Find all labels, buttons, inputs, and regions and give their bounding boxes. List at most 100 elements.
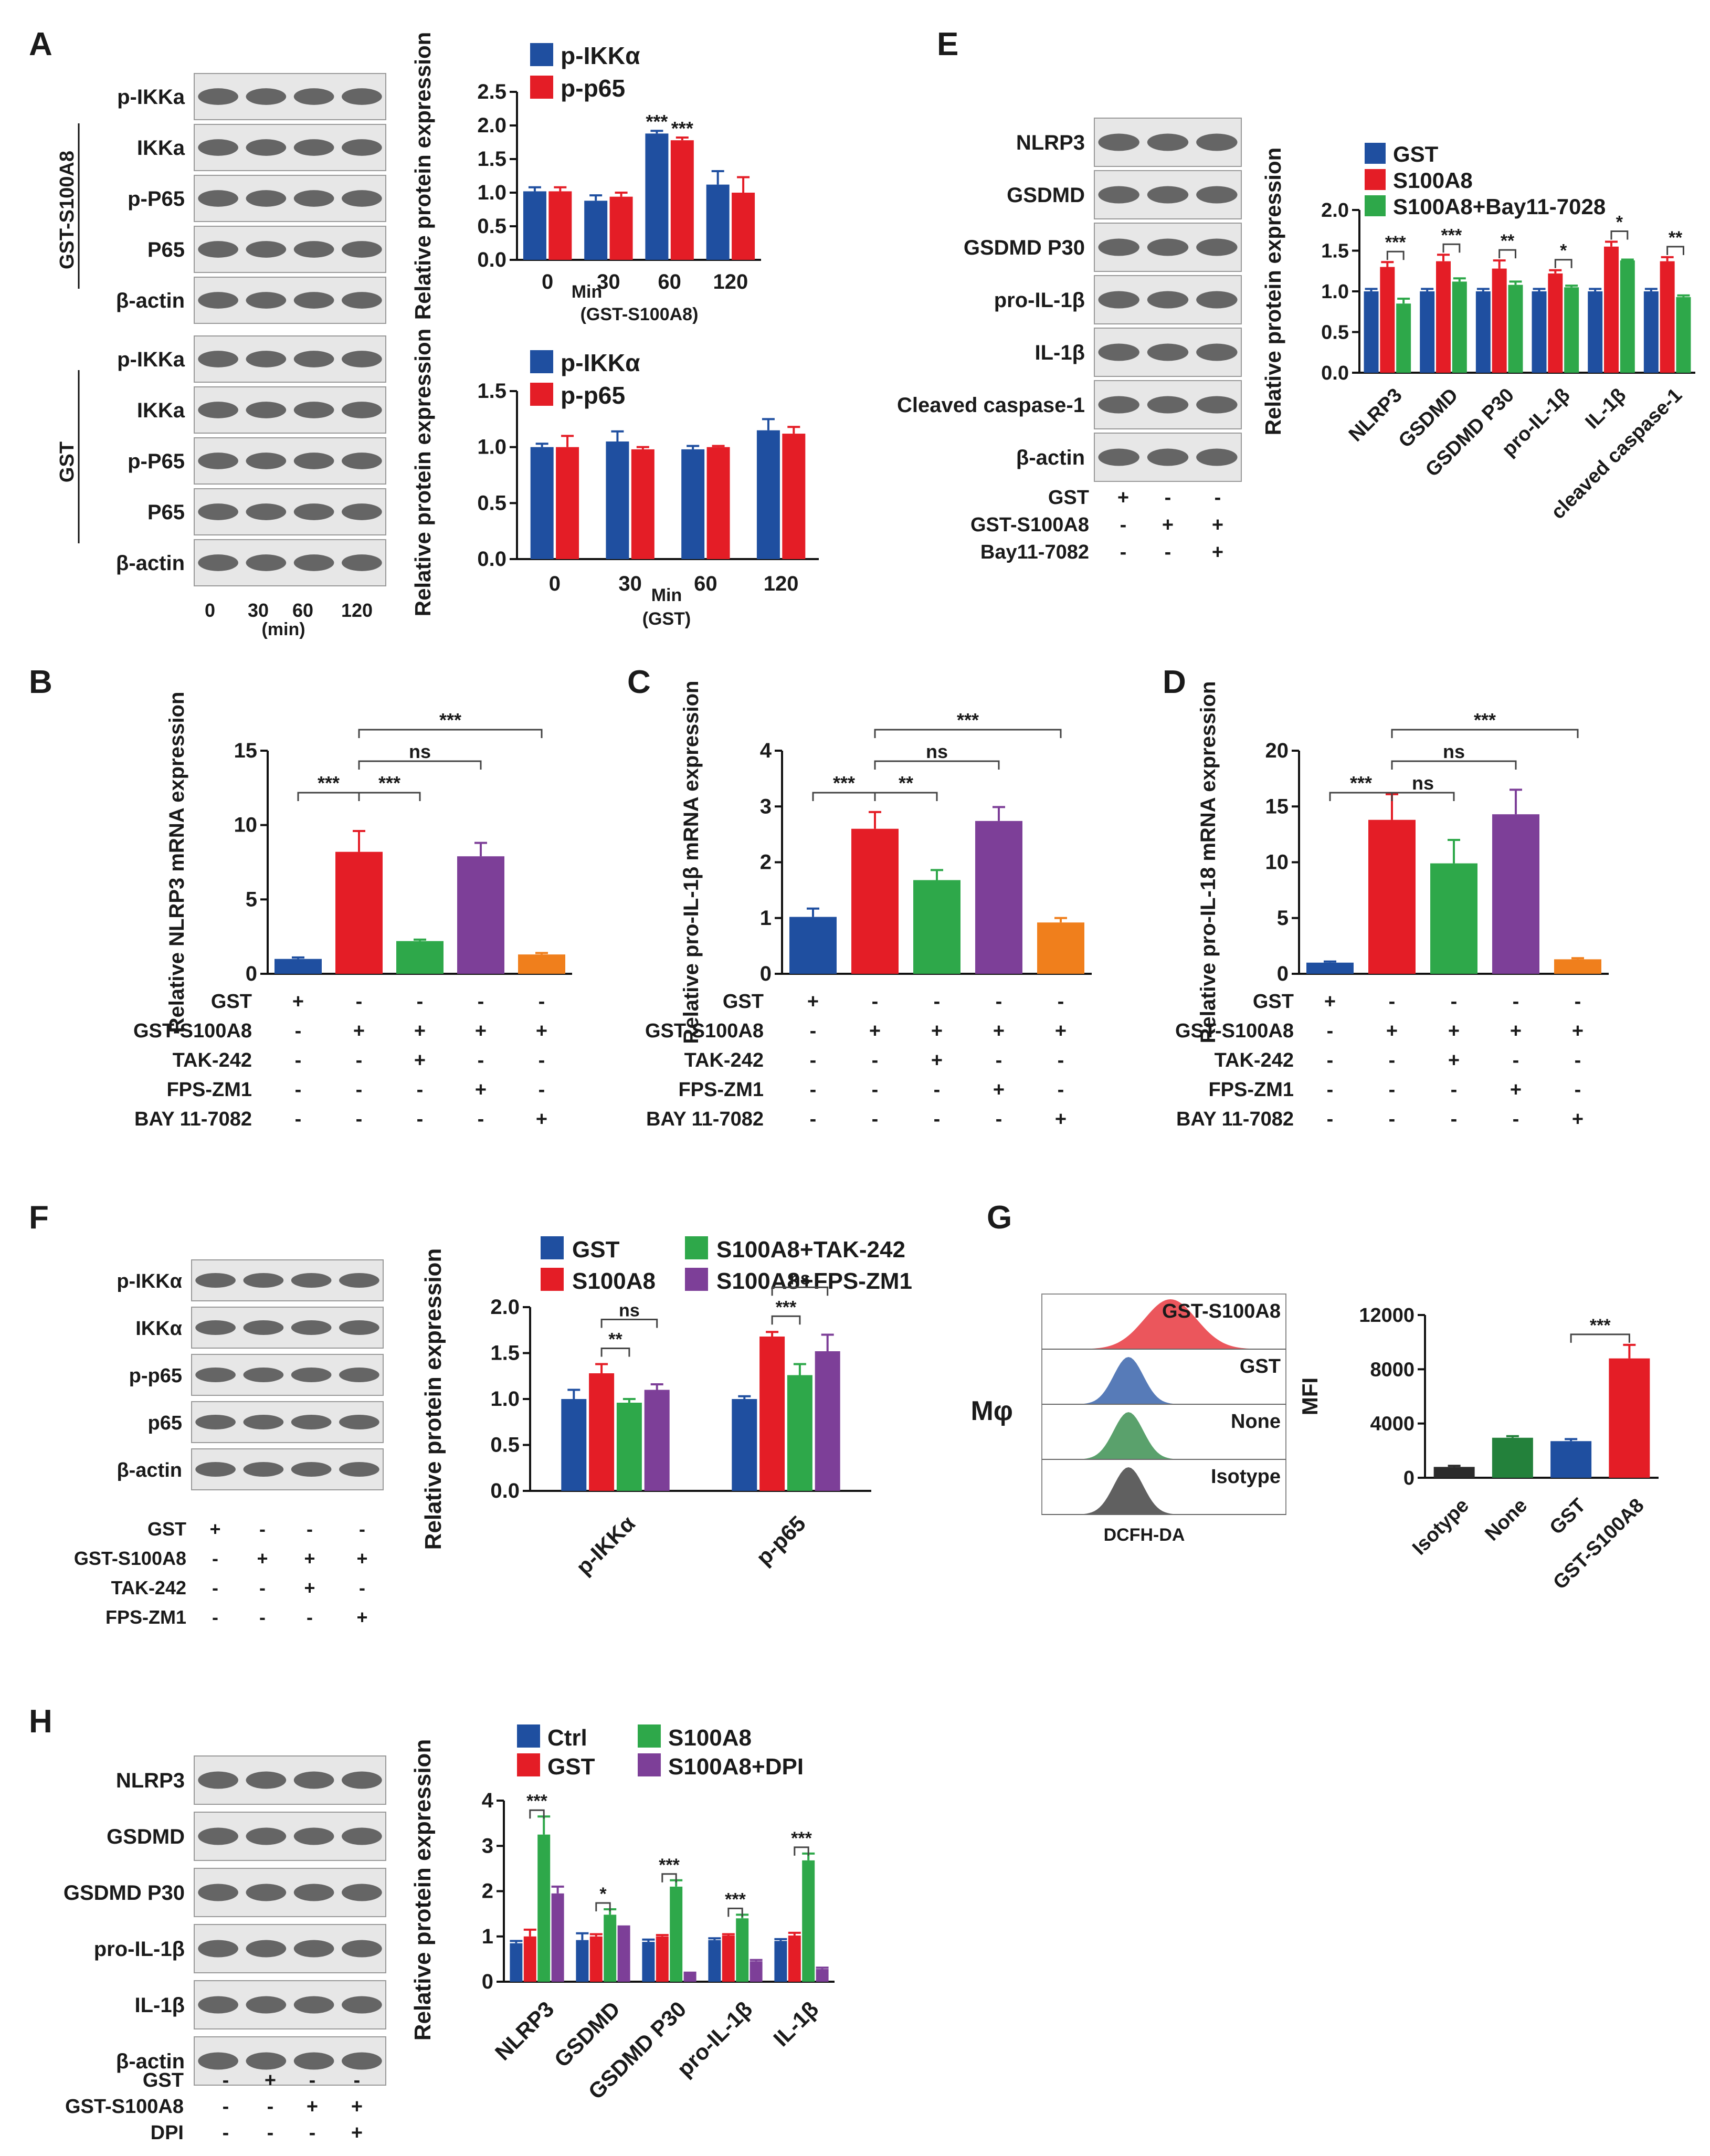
bar-p-IKK--2 (645, 133, 669, 260)
panelB-sign: - (478, 1049, 484, 1071)
panelE-band-1-lane-2 (1196, 186, 1238, 204)
bar-GST-5 (1643, 291, 1659, 373)
panelD-sign: - (1513, 1049, 1519, 1071)
panelH-sign: + (307, 2096, 318, 2118)
panelE-band-label: β-actin (1016, 446, 1085, 469)
y-tick-label: 1.0 (490, 1387, 520, 1411)
significance-bracket (874, 792, 938, 801)
panelA-top-band-1-lane-1 (246, 139, 287, 156)
legend-swatch-0 (541, 1236, 564, 1259)
y-tick-label: 2.0 (490, 1296, 520, 1319)
bar-S100A8-1 (604, 1915, 617, 1982)
panelE-band-3-lane-2 (1196, 291, 1238, 309)
significance-bracket-label: * (1616, 212, 1623, 232)
y-tick-label: 5 (246, 888, 257, 911)
panelA-bottom-band-2-lane-2 (293, 453, 334, 469)
y-tick-label: 0.5 (1321, 322, 1349, 344)
panelB-sign: + (292, 991, 304, 1013)
significance-bracket (1442, 243, 1461, 253)
y-tick-label: 0 (760, 962, 772, 985)
panelC-sign: - (810, 1049, 817, 1071)
panelA-top-band-1-lane-3 (342, 139, 382, 156)
panelF-band-label: p-IKKα (117, 1270, 182, 1292)
panelB-sign: - (539, 1079, 545, 1101)
legend-label-1: p-p65 (561, 75, 625, 102)
panelD-treatment-label: TAK-242 (1215, 1049, 1294, 1071)
legend-label-0: Ctrl (547, 1725, 587, 1751)
legend-swatch-1 (517, 1753, 540, 1776)
panelA-top-band-0-lane-1 (246, 88, 287, 105)
panelC-sign: + (869, 1020, 881, 1042)
panelB-treatment-label: GST (211, 991, 252, 1013)
panelD-sign: - (1389, 1079, 1396, 1101)
panelH-sign: - (267, 2096, 274, 2118)
bar-S100A8-DPI-2 (683, 1973, 696, 1982)
panelC-treatment-label: GST-S100A8 (645, 1020, 764, 1042)
bar-S100A8-0 (589, 1373, 615, 1491)
panelH-band-2-lane-1 (246, 1884, 287, 1901)
panelF-band-2-lane-0 (195, 1367, 236, 1383)
panelB-sign: + (475, 1020, 487, 1042)
panelC-sign: + (931, 1049, 943, 1071)
panelA-bottom-band-label: p-P65 (128, 450, 185, 473)
panelE-sign: - (1165, 541, 1171, 563)
panelF-band-3-lane-0 (195, 1414, 236, 1430)
panelH-band-2-lane-2 (293, 1884, 334, 1901)
significance-bracket (794, 1846, 809, 1856)
panelF-sign: - (359, 1577, 365, 1598)
significance-bracket-label: *** (378, 772, 400, 794)
panelA-time-tick: 30 (248, 600, 269, 621)
panelD-sign: - (1451, 1108, 1458, 1130)
legend-label-0: GST (572, 1237, 620, 1263)
panel-letter-G: G (987, 1200, 1012, 1236)
panelC-sign: - (996, 1108, 1002, 1130)
histogram-label: Isotype (1211, 1466, 1281, 1488)
panelC-sign: + (993, 1020, 1005, 1042)
legend-label-1: p-p65 (561, 382, 625, 409)
bar-3 (975, 821, 1022, 974)
legend-swatch-2 (1365, 195, 1386, 216)
significance-bracket (358, 729, 543, 738)
significance-bracket-label: * (599, 1884, 607, 1904)
panelA-time-tick: 120 (341, 600, 373, 621)
legend-swatch-0 (530, 43, 553, 66)
y-tick-label: 2.0 (477, 114, 506, 137)
legend-swatch-3 (685, 1268, 708, 1291)
legend-swatch-3 (638, 1753, 661, 1776)
panelA-bottom-band-3-lane-3 (342, 503, 382, 520)
significance-bracket-label: *** (957, 709, 979, 731)
bar-S100A8-DPI-1 (617, 1927, 630, 1982)
panelB-treatment-label: GST-S100A8 (133, 1020, 252, 1042)
significance-bracket (1391, 792, 1455, 801)
x-tick-label: 60 (694, 572, 717, 595)
bar-S100A8-TAK-242-0 (616, 1403, 642, 1491)
panelA-top-band-3-lane-0 (198, 241, 238, 258)
bar-Ctrl-2 (642, 1942, 655, 1982)
bar-p-p65-1 (609, 196, 633, 260)
panelF-band-1-lane-2 (291, 1320, 332, 1335)
panelA-top-band-2-lane-2 (293, 190, 334, 207)
cell-type-label: Mφ (970, 1396, 1013, 1426)
significance-bracket-label: *** (439, 709, 461, 731)
significance-bracket (358, 792, 421, 801)
panelD-sign: - (1513, 991, 1519, 1013)
panelE-band-label: pro-IL-1β (994, 289, 1085, 312)
bar-0 (275, 959, 322, 974)
panelF-sign: + (304, 1548, 315, 1569)
bar-2 (396, 941, 444, 974)
bar-4 (518, 954, 565, 974)
y-tick-label: 1 (760, 907, 772, 930)
panelC-sign: + (931, 1020, 943, 1042)
panelF-sign: - (259, 1606, 266, 1628)
panelE-band-4-lane-0 (1098, 343, 1139, 361)
x-tick-label: GST (1546, 1495, 1590, 1539)
y-axis-title: Relative protein expression (410, 1739, 436, 2041)
panelD-sign: - (1327, 1020, 1334, 1042)
y-tick-label: 8000 (1370, 1359, 1415, 1381)
panelF-band-label: IKKα (135, 1318, 182, 1340)
y-tick-label: 0.0 (490, 1479, 520, 1502)
panelD-sign: - (1575, 1079, 1581, 1101)
significance-bracket (1391, 760, 1517, 770)
x-tick-label: p-p65 (751, 1511, 810, 1570)
y-tick-label: 4 (482, 1789, 494, 1812)
